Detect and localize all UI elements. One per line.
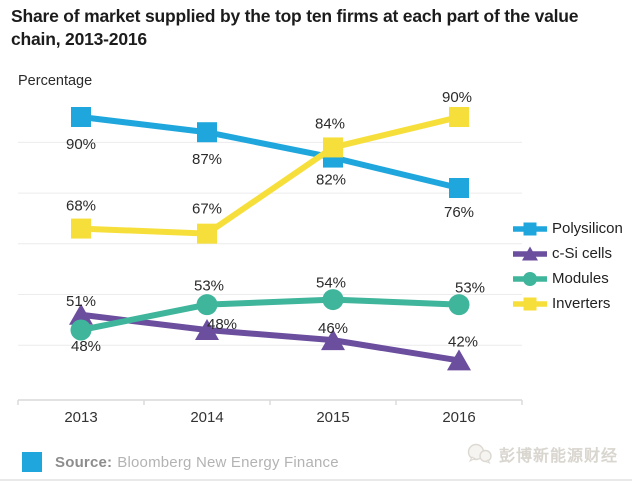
wechat-logo-icon [467,443,492,464]
series-line-inverters [80,114,460,237]
data-label: 51% [66,293,96,310]
marker-modules-2014 [196,294,218,316]
data-label: 84% [315,115,345,132]
data-label: 54% [316,275,346,292]
marker-modules-2016 [448,294,470,316]
legend-item-modules: Modules [510,266,623,291]
data-label: 68% [66,198,96,215]
x-tick-label: 2013 [64,409,97,426]
marker-c-si-cells-2015 [321,329,345,351]
legend-label: Modules [552,270,609,287]
legend-item-c-si-cells: c-Si cells [510,241,623,266]
source-accent-square [22,452,42,472]
marker-polysilicon-2013 [71,107,91,127]
legend-label: c-Si cells [552,245,613,262]
data-label: 46% [318,320,348,337]
marker-modules-2013 [70,319,92,341]
x-tick-label: 2014 [190,409,223,426]
data-label: 82% [316,172,346,189]
data-label: 48% [207,316,237,333]
y-axis-title: Percentage [18,73,93,89]
legend-marker-triangle-icon [513,246,547,260]
marker-inverters-2014 [197,223,217,244]
series-line-modules [80,296,460,333]
legend-marker-square-icon [513,297,547,310]
data-label: 42% [448,333,478,350]
marker-inverters-2015 [323,137,343,158]
chart-legend: Polysilicon c-Si cells Modules Inverters [510,216,623,316]
legend-marker-square-icon [513,222,547,235]
x-tick-label: 2016 [442,409,475,426]
legend-marker-circle-icon [513,271,547,286]
legend-item-inverters: Inverters [510,291,623,316]
legend-label: Polysilicon [552,220,623,237]
series-line-polysilicon [80,114,460,191]
data-label: 53% [194,278,224,295]
chart-title: Share of market supplied by the top ten … [11,6,579,49]
source-text: Source: Bloomberg New Energy Finance [55,454,339,471]
marker-inverters-2013 [71,218,91,239]
marker-modules-2015 [322,289,344,311]
source-note: Source: Bloomberg New Energy Finance [22,452,339,472]
marker-c-si-cells-2013 [69,303,93,325]
legend-label: Inverters [552,295,611,312]
marker-c-si-cells-2014 [195,318,219,340]
x-tick-label: 2015 [316,409,349,426]
watermark: 彭博新能源财经 [465,442,618,466]
data-label: 67% [192,201,222,218]
data-label: 87% [192,151,222,168]
source-label: Source: [55,453,113,471]
line-chart: 2013 2014 2015 2016 90% 87% 82% 76% 51% 48% 46% 42%… [17,89,523,426]
data-label: 90% [66,136,96,153]
marker-c-si-cells-2016 [447,349,471,371]
data-label: 53% [455,280,485,297]
legend-shape [523,222,537,235]
data-label: 90% [442,89,472,106]
watermark-text: 彭博新能源财经 [498,448,618,465]
legend-shape [522,246,538,260]
source-value: Bloomberg New Energy Finance [117,453,339,471]
legend-shape [523,271,537,286]
legend-item-polysilicon: Polysilicon [510,216,623,241]
data-label: 76% [444,204,474,221]
series-line-c-si-cells [80,311,460,364]
marker-polysilicon-2016 [449,177,469,198]
marker-inverters-2016 [449,107,469,127]
data-label: 48% [71,338,101,355]
legend-shape [523,297,537,310]
marker-polysilicon-2014 [197,122,217,143]
